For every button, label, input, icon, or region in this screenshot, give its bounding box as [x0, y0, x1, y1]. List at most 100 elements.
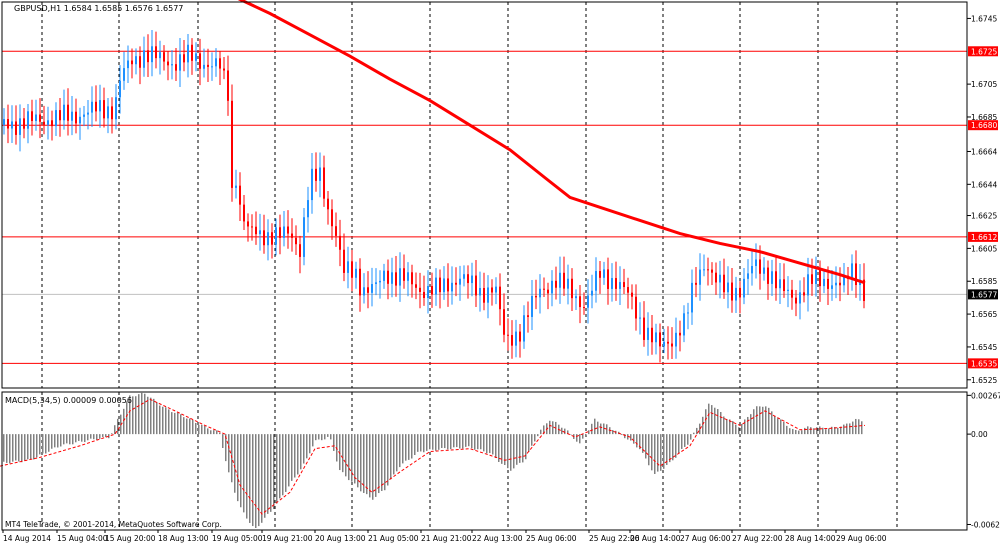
- candle: [687, 302, 689, 330]
- candle: [659, 323, 661, 363]
- candle: [587, 279, 589, 324]
- candle-body: [279, 227, 281, 238]
- candle: [419, 272, 421, 309]
- macd-histogram-bar: [141, 392, 143, 435]
- candle: [559, 256, 561, 304]
- macd-histogram-bar: [786, 425, 788, 435]
- macd-histogram-bar: [474, 434, 476, 450]
- candle: [707, 257, 709, 286]
- candle-body: [291, 233, 293, 238]
- macd-histogram-bar: [24, 434, 26, 461]
- macd-histogram-bar: [168, 409, 170, 435]
- candle: [395, 256, 397, 297]
- macd-histogram-bar: [741, 424, 743, 435]
- macd-histogram-bar: [699, 423, 701, 435]
- macd-histogram-bar: [360, 434, 362, 492]
- candle-body: [719, 274, 721, 283]
- macd-histogram-bar: [444, 434, 446, 449]
- candle-body: [427, 286, 429, 299]
- candle-body: [339, 235, 341, 250]
- macd-histogram-bar: [330, 434, 332, 440]
- candle-body: [695, 282, 697, 285]
- macd-histogram-bar: [417, 434, 419, 452]
- candle-body: [375, 282, 377, 285]
- macd-histogram-bar: [723, 416, 725, 435]
- candle-body: [831, 285, 833, 289]
- candle: [3, 108, 5, 135]
- candle-body: [19, 118, 21, 135]
- macd-histogram-bar: [402, 434, 404, 464]
- candle: [571, 268, 573, 311]
- candle: [15, 105, 17, 145]
- macd-histogram-bar: [84, 434, 86, 443]
- candle: [811, 258, 813, 296]
- candle: [411, 264, 413, 298]
- candle: [639, 302, 641, 335]
- price-tick-label: 1.6745: [971, 14, 997, 23]
- candle: [595, 257, 597, 303]
- candle: [255, 211, 257, 245]
- candle: [475, 260, 477, 307]
- candle-body: [647, 327, 649, 340]
- candle-body: [51, 120, 53, 127]
- macd-histogram-bar: [456, 434, 458, 448]
- badge-label: 1.6680: [971, 121, 997, 130]
- candle: [791, 279, 793, 310]
- candle-body: [567, 278, 569, 289]
- candle: [399, 252, 401, 302]
- macd-histogram-bar: [261, 434, 263, 523]
- candle: [275, 218, 277, 256]
- candle: [223, 56, 225, 80]
- candle: [227, 55, 229, 116]
- candle-body: [215, 58, 217, 67]
- candle: [499, 273, 501, 326]
- candle-body: [819, 269, 821, 287]
- candle-body: [231, 100, 233, 188]
- macd-histogram-bar: [633, 434, 635, 444]
- candle: [39, 98, 41, 139]
- candle: [575, 289, 577, 311]
- macd-histogram-bar: [684, 434, 686, 447]
- candle-body: [311, 168, 313, 201]
- candle: [271, 223, 273, 259]
- candle: [763, 257, 765, 281]
- candle-body: [603, 269, 605, 278]
- macd-histogram-bar: [162, 406, 164, 435]
- candle: [259, 213, 261, 251]
- candle-body: [483, 287, 485, 303]
- macd-histogram-bar: [270, 434, 272, 512]
- candle: [159, 40, 161, 75]
- macd-histogram-bar: [477, 434, 479, 450]
- candle: [119, 65, 121, 114]
- candles: [3, 29, 865, 363]
- price-tick-label: 1.6585: [971, 277, 997, 286]
- horizontal-levels[interactable]: [2, 50, 967, 364]
- candle: [643, 301, 645, 347]
- candle-body: [259, 230, 261, 235]
- candle-body: [615, 278, 617, 289]
- candle-body: [811, 274, 813, 284]
- macd-histogram-bar: [732, 421, 734, 435]
- candle-body: [755, 259, 757, 267]
- macd-histogram-bar: [711, 405, 713, 435]
- candle-body: [103, 100, 105, 119]
- macd-histogram-bar: [288, 434, 290, 487]
- candle: [43, 105, 45, 135]
- candle-body: [47, 120, 49, 125]
- candle-body: [475, 275, 477, 296]
- macd-histogram-bar: [600, 423, 602, 435]
- candle-body: [463, 274, 465, 279]
- macd-histogram-bar: [345, 434, 347, 477]
- macd-histogram-bar: [375, 434, 377, 497]
- candle: [655, 323, 657, 355]
- macd-histogram-bar: [438, 434, 440, 450]
- macd-histogram-bar: [96, 434, 98, 441]
- candle: [167, 51, 169, 81]
- candle: [371, 267, 373, 307]
- time-tick-label: 27 Aug 06:00: [680, 534, 731, 543]
- macd-histogram-bar: [21, 434, 23, 463]
- candle-body: [15, 121, 17, 135]
- candle-body: [55, 110, 57, 127]
